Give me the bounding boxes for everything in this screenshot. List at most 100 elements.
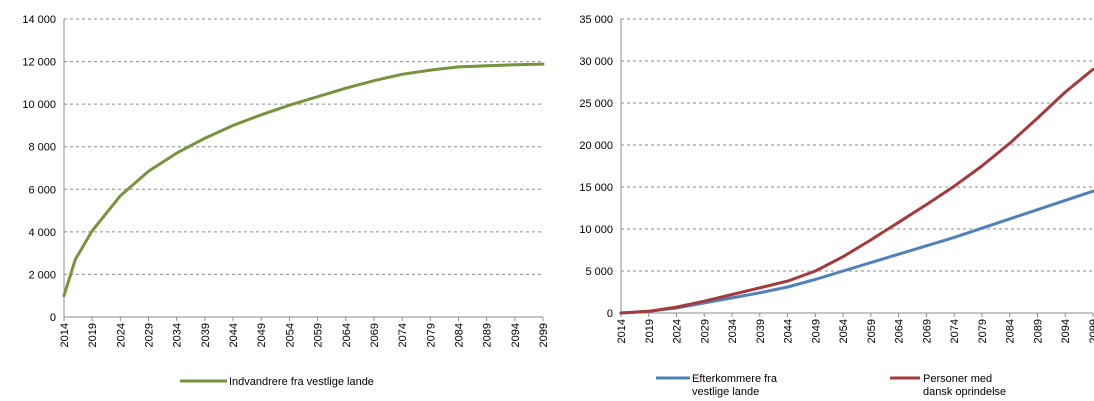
x-tick-label: 2029	[144, 323, 156, 347]
data-point	[814, 278, 817, 281]
y-tick-label: 6 000	[28, 184, 56, 196]
data-point	[1064, 91, 1066, 93]
x-tick-label: 2044	[783, 319, 795, 343]
y-tick-label: 35 000	[579, 14, 613, 26]
data-point	[1092, 68, 1094, 71]
data-point	[925, 245, 928, 247]
y-tick-label: 14 000	[22, 14, 56, 26]
data-point	[703, 300, 706, 303]
x-tick-label: 2089	[1032, 319, 1044, 343]
data-point	[485, 65, 488, 67]
data-point	[981, 227, 983, 229]
x-tick-label: 2039	[755, 319, 767, 343]
data-point	[620, 312, 622, 314]
data-point	[1064, 199, 1066, 202]
data-point	[429, 69, 432, 71]
data-point	[175, 152, 178, 154]
data-point	[373, 79, 375, 82]
legend-label-2-line-1: Personer med	[923, 373, 992, 385]
x-tick-label: 2039	[200, 323, 212, 347]
x-tick-label: 2049	[256, 323, 268, 347]
data-point	[232, 124, 234, 127]
x-tick-label: 2084	[453, 323, 465, 347]
legend-label-1-line-2: vestlige lande	[692, 386, 759, 398]
x-tick-label: 2079	[977, 319, 989, 343]
y-tick-label: 0	[607, 308, 613, 320]
x-tick-label: 2029	[699, 319, 711, 343]
data-point	[675, 306, 678, 308]
x-tick-label: 2024	[115, 323, 127, 347]
data-point	[1008, 142, 1011, 145]
x-tick-label: 2069	[921, 319, 933, 343]
data-point	[759, 292, 761, 294]
y-tick-label: 0	[50, 312, 56, 324]
x-tick-label: 2064	[341, 323, 353, 347]
data-point	[345, 87, 347, 89]
x-tick-label: 2054	[284, 323, 296, 347]
legend-label-1: Indvandrere fra vestlige lande	[229, 376, 374, 388]
data-point	[457, 66, 460, 68]
x-tick-label: 2089	[482, 323, 494, 347]
data-point	[63, 294, 65, 297]
x-tick-label: 2019	[644, 319, 656, 343]
data-point	[786, 286, 789, 288]
data-point	[759, 287, 761, 289]
x-tick-label: 2079	[425, 323, 437, 347]
data-point	[953, 185, 955, 187]
data-point	[1092, 190, 1094, 192]
x-tick-label: 2049	[810, 319, 822, 343]
x-tick-label: 2084	[1005, 319, 1017, 343]
x-tick-label: 2099	[1088, 319, 1094, 343]
x-tick-label: 2099	[538, 323, 550, 347]
data-point	[842, 270, 844, 272]
data-point	[648, 310, 650, 313]
series-line-1	[619, 189, 1094, 315]
x-tick-label: 2034	[172, 323, 184, 347]
chart-2: 0 5 000 10 000 15 000 20 000 25 000 30 000 35 0…	[579, 14, 1094, 398]
x-tick-label: 2014	[616, 319, 628, 343]
x-tick-label: 2034	[727, 319, 739, 343]
data-point	[316, 95, 319, 98]
series-line-2	[619, 67, 1094, 315]
data-point	[260, 114, 263, 116]
data-point	[514, 64, 516, 66]
x-tick-label: 2044	[228, 323, 240, 347]
y-tick-label: 5 000	[585, 266, 613, 278]
x-tick-label: 2064	[894, 319, 906, 343]
y-tick-label: 10 000	[22, 99, 56, 111]
x-tick-label: 2074	[949, 319, 961, 343]
data-point	[731, 293, 733, 296]
data-point	[204, 137, 206, 139]
data-point	[401, 73, 403, 76]
x-tick-label: 2054	[838, 319, 850, 343]
x-tick-label: 2094	[1060, 319, 1072, 343]
data-point	[1036, 208, 1039, 211]
data-point	[91, 230, 93, 232]
x-tick-label: 2024	[672, 319, 684, 343]
x-tick-label: 2059	[313, 323, 325, 347]
data-point	[288, 104, 291, 106]
y-tick-label: 12 000	[22, 57, 56, 69]
data-point	[786, 280, 789, 282]
data-point	[147, 170, 150, 172]
data-point	[897, 221, 900, 224]
data-point	[842, 255, 844, 258]
x-tick-label: 2059	[866, 319, 878, 343]
data-point	[953, 236, 955, 239]
data-point	[981, 165, 983, 167]
y-tick-label: 25 000	[579, 98, 613, 110]
data-point	[1008, 218, 1011, 220]
legend-label-2-line-2: dansk oprindelse	[923, 386, 1006, 398]
data-point	[1036, 117, 1039, 119]
data-point	[870, 261, 872, 264]
x-tick-label: 2094	[510, 323, 522, 347]
y-tick-label: 10 000	[579, 224, 613, 236]
x-tick-label: 2014	[59, 323, 71, 347]
data-point	[870, 239, 872, 241]
series-line-1	[62, 62, 545, 298]
data-point	[731, 297, 733, 299]
legend-label-1-line-1: Efterkommere fra	[692, 373, 778, 385]
x-tick-label: 2074	[397, 323, 409, 347]
